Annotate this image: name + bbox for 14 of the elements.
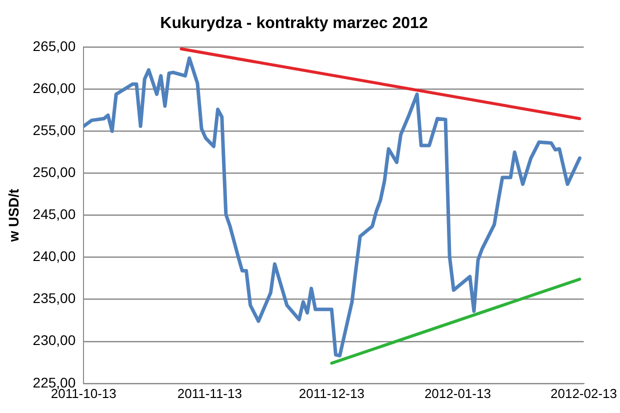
x-tick-label: 2012-01-13	[424, 386, 491, 401]
chart-title: Kukurydza - kontrakty marzec 2012	[160, 15, 428, 32]
x-tick-label: 2011-11-13	[177, 386, 242, 401]
y-tick-label: 240,00	[32, 248, 76, 264]
y-tick-label: 255,00	[32, 122, 76, 138]
y-tick-label: 245,00	[32, 206, 76, 222]
y-tick-label: 235,00	[32, 290, 76, 306]
x-tick-label: 2011-12-13	[298, 386, 364, 401]
y-tick-label: 260,00	[32, 80, 76, 96]
y-tick-label: 265,00	[32, 38, 76, 54]
y-tick-label: 230,00	[32, 332, 76, 348]
y-axis-title: w USD/t	[5, 188, 22, 243]
x-tick-label: 2012-02-13	[550, 386, 617, 401]
y-tick-label: 250,00	[32, 164, 76, 180]
